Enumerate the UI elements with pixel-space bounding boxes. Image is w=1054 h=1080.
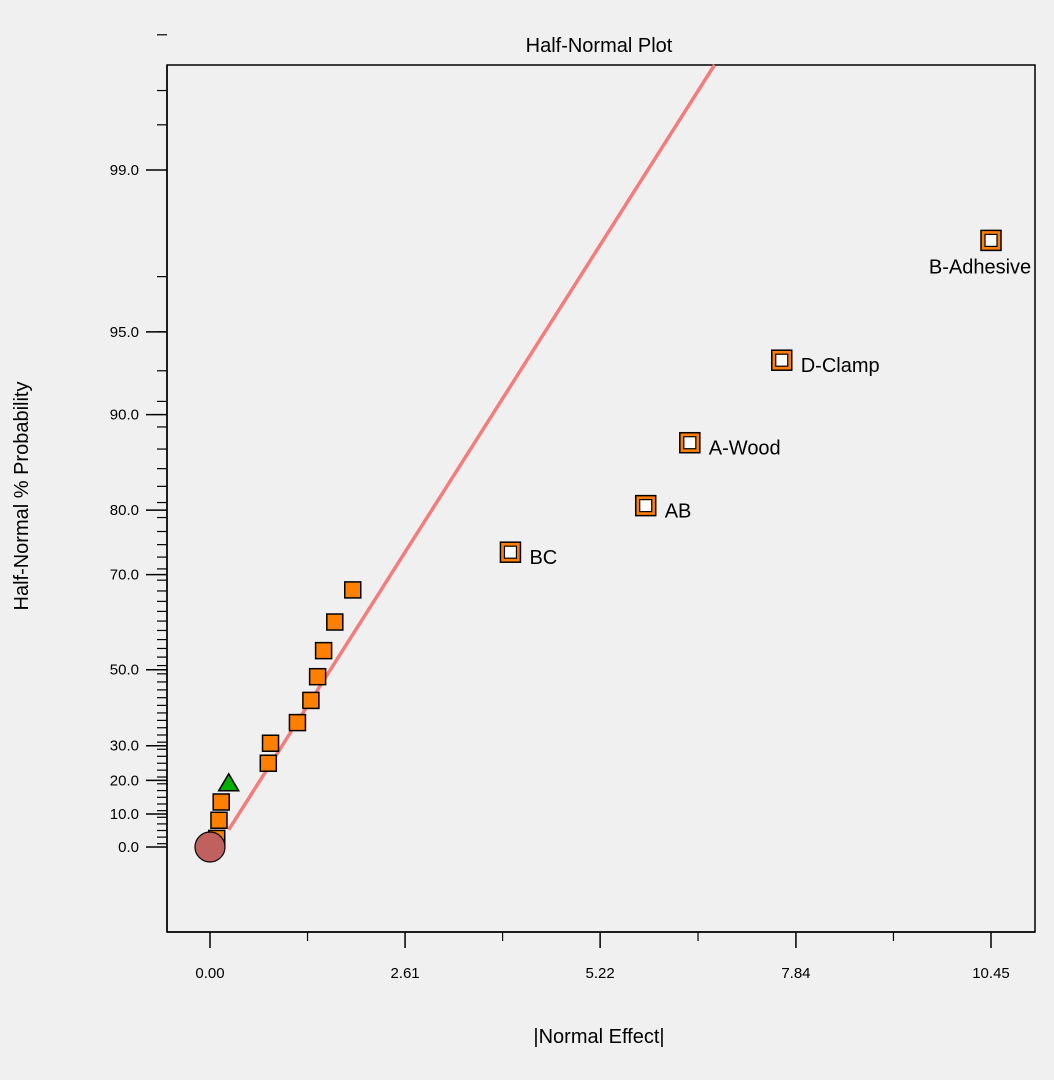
y-tick-label: 80.0 xyxy=(110,502,139,519)
y-axis: 0.0 10.0 20.0 30.0 50.0 70.0 80.0 90.0 95.0 99.0 xyxy=(110,34,168,932)
effect-point xyxy=(326,613,344,631)
significant-effect-point-inner xyxy=(683,436,697,450)
effect-point xyxy=(212,793,230,811)
x-tick-label: 7.84 xyxy=(781,965,810,982)
y-tick-label: 20.0 xyxy=(110,772,139,789)
x-tick-label: 10.45 xyxy=(972,965,1010,982)
point-label: D-Clamp xyxy=(801,355,880,377)
effect-point xyxy=(261,734,280,752)
x-tick-label: 0.00 xyxy=(195,965,224,982)
effect-point xyxy=(259,754,278,773)
point-label: B-Adhesive xyxy=(929,256,1031,278)
effect-point xyxy=(302,691,320,710)
point-label: BC xyxy=(529,547,557,569)
significant-effect-point-inner xyxy=(639,499,653,513)
origin-point xyxy=(194,831,226,863)
significant-effect-point-inner xyxy=(775,353,789,367)
y-tick-label: 0.0 xyxy=(118,839,139,856)
y-tick-label: 30.0 xyxy=(110,738,139,755)
point-label: A-Wood xyxy=(709,438,781,460)
y-tick-label: 50.0 xyxy=(110,662,139,679)
plot-frame xyxy=(166,64,1036,933)
effect-point xyxy=(343,581,362,599)
y-tick-label: 95.0 xyxy=(110,324,139,341)
effect-point xyxy=(314,641,333,660)
y-tick-label: 99.0 xyxy=(110,162,139,179)
significant-effect-point-inner xyxy=(984,233,998,247)
chart-title: Half-Normal Plot xyxy=(526,35,673,57)
error-estimate-point xyxy=(217,772,240,792)
y-tick-label: 10.0 xyxy=(110,806,139,823)
effect-point xyxy=(308,667,327,686)
data-points: BC AB A-Wood D-Clamp B-Adhesive xyxy=(194,229,1031,863)
significant-effect-point-inner xyxy=(503,545,518,559)
x-tick-label: 2.61 xyxy=(390,965,419,982)
x-axis-title: |Normal Effect| xyxy=(533,1026,664,1048)
y-tick-label: 90.0 xyxy=(110,407,139,424)
y-axis-title: Half-Normal % Probability xyxy=(11,382,33,611)
point-label: AB xyxy=(665,501,692,523)
x-axis: 0.00 2.61 5.22 7.84 10.45 xyxy=(167,931,1035,982)
y-tick-label: 70.0 xyxy=(110,567,139,584)
effect-point xyxy=(210,811,228,830)
x-tick-label: 5.22 xyxy=(586,965,615,982)
effect-point xyxy=(288,713,307,732)
